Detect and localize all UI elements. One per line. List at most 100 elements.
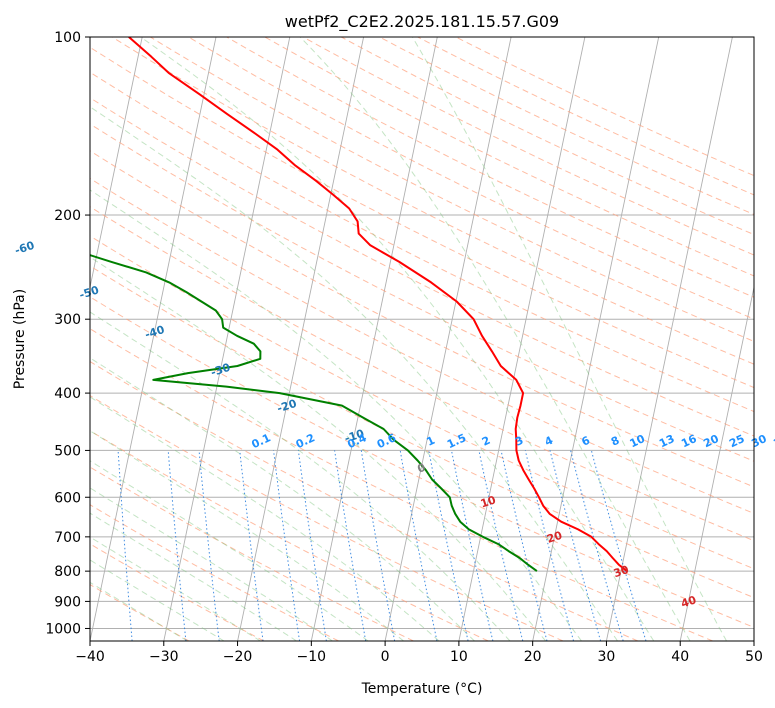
isotherm-line [0,37,68,641]
plot-frame [89,36,755,642]
isotherm-label: -30 [209,361,232,380]
isotherm-label: 20 [545,529,564,546]
isotherm-line [90,37,217,641]
mixing-ratio-label: 25 [727,432,746,450]
isotherm-label: -50 [78,283,101,302]
mixing-ratio-label: 6 [579,434,592,449]
temperature-profile [128,37,628,572]
mixing-ratio-label: 0.1 [250,431,273,451]
mixing-ratio-label: 36 [772,432,775,450]
y-axis-ticks: 100 200 300 400 500 600 700 800 900 1000 [45,30,90,637]
moist-adiabat-line [90,311,511,641]
moist-adiabat-line [90,357,475,641]
sounding-profiles [90,37,628,572]
mixing-ratio-label: 0.2 [294,431,317,451]
mixing-ratio-label: 2 [480,434,492,449]
moist-adiabat-line [90,106,618,641]
mixing-ratio-line [590,450,647,641]
chart-title: wetPf2_C2E2.2025.181.15.57.G09 [285,12,559,32]
mixing-ratio-label: 13 [657,432,676,450]
y-tick-label: 300 [54,312,81,328]
dry-adiabat-line [90,46,754,389]
mixing-ratio-line [360,450,396,641]
isotherm-label: -20 [275,397,298,416]
x-tick-label: −10 [297,649,327,665]
y-tick-label: 600 [54,490,81,506]
dry-adiabat-line [90,394,564,641]
mixing-ratio-line [428,450,469,641]
mixing-ratio-label: 20 [701,432,721,450]
mixing-ratio-line [239,450,264,641]
mixing-ratio-label: 3 [513,434,525,449]
isotherm-line [605,37,733,641]
dry-adiabat-line [455,37,754,177]
dry-adiabat-line [90,265,754,599]
moist-adiabat-line [90,581,188,641]
y-axis-label: Pressure (hPa) [12,289,28,389]
isotherm-line [458,37,586,641]
mixing-ratio-label: 16 [679,432,699,450]
y-tick-label: 700 [54,530,81,546]
mixing-ratio-label: 1.5 [445,431,468,451]
mixing-ratio-line [549,450,602,641]
dry-adiabat-line [90,583,190,641]
x-tick-label: 40 [671,649,689,665]
isotherm-label: -60 [13,239,36,258]
mixing-ratio-line [334,450,367,641]
isotherm-label: 30 [612,563,631,580]
mixing-ratio-label: 0.6 [375,431,398,451]
x-tick-label: 10 [450,649,468,665]
moist-adiabat-line [90,189,582,641]
dry-adiabat-line [302,37,754,256]
dry-adiabat-line [90,177,754,515]
x-tick-label: 0 [381,649,390,665]
dry-adiabat-line [90,71,754,413]
mixing-ratio-line [451,450,494,641]
moist-adiabat-line [90,460,369,641]
mixing-ratio-label: 4 [543,434,556,449]
mixing-ratio-line [478,450,524,641]
dry-adiabat-line [188,37,754,320]
isotherm-label: 10 [479,493,498,510]
dry-adiabat-line [90,296,754,628]
mixing-ratio-line [570,450,624,641]
moist-adiabat-line [90,430,404,641]
dry-adiabat-line [379,37,754,216]
y-tick-label: 400 [54,386,81,402]
y-tick-label: 200 [54,208,81,224]
isotherm-line [90,37,143,290]
moist-adiabat-line [90,512,297,641]
moist-adiabat-line [90,396,440,641]
isotherm-line [237,37,365,641]
dry-adiabat-line [111,37,754,365]
moist-adiabat-line [90,256,547,641]
isotherm-line [384,37,512,641]
mixing-ratio-line [297,450,327,641]
isotherm-line [679,285,754,641]
y-tick-label: 800 [54,564,81,580]
dry-adiabat-line [90,97,754,437]
mixing-ratio-line [524,450,574,641]
isotherm-label: -10 [343,427,366,446]
dry-adiabat-line [264,37,754,277]
mixing-ratio-line [117,450,133,641]
moist-adiabat-line [140,37,655,641]
x-tick-label: 30 [598,649,616,665]
background-lines [0,37,754,641]
x-tick-label: −40 [75,649,105,665]
mixing-ratio-label: 30 [749,432,769,450]
isotherm-label: 0 [416,461,428,476]
moist-adiabat-line [299,37,691,641]
dry-adiabat-line [150,37,754,342]
dry-adiabat-line [90,466,414,641]
dry-adiabat-line [90,235,754,570]
mixing-ratio-line [273,450,301,641]
isotherm-label: 40 [679,593,698,610]
x-axis-ticks: −40 −30 −20 −10 0 10 20 30 40 50 [75,641,763,665]
x-tick-label: 20 [524,649,542,665]
dry-adiabat-line [417,37,754,196]
moist-adiabat-line [90,487,333,641]
y-tick-label: 1000 [45,621,81,637]
x-axis-label: Temperature (°C) [361,681,483,697]
